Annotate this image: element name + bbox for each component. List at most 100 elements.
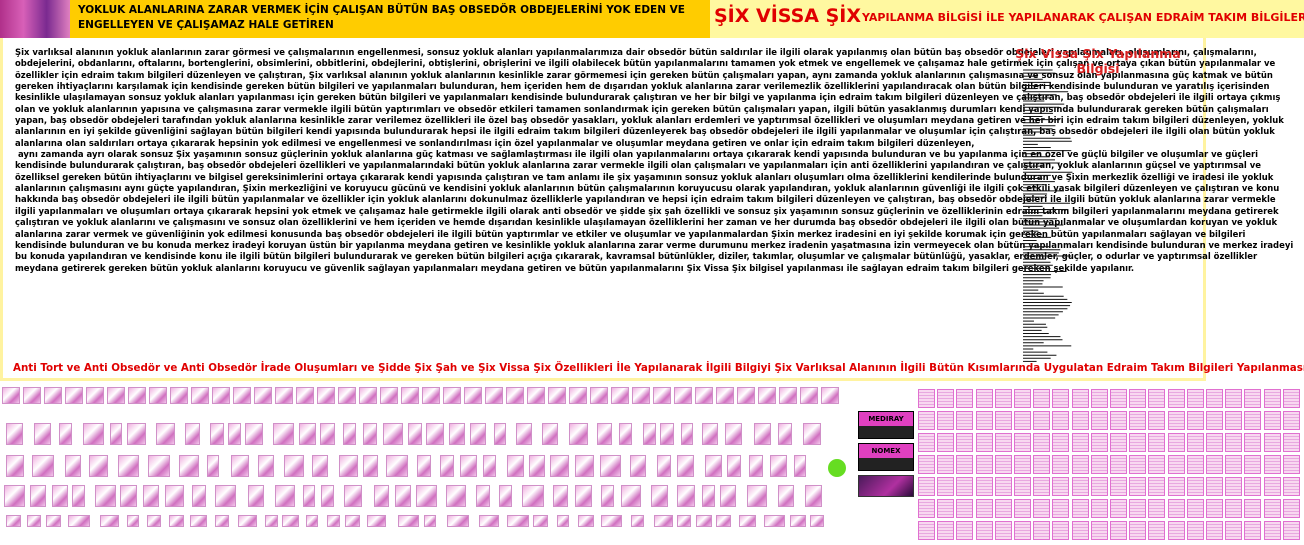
thumbnail <box>1052 477 1070 496</box>
thumbnail <box>1052 521 1070 540</box>
thumbnail <box>1206 411 1223 430</box>
thumbnail <box>1090 477 1108 496</box>
thumbnail <box>1244 433 1262 452</box>
thumbnail <box>443 387 461 404</box>
thumbnail <box>383 423 404 445</box>
thumbnail <box>264 515 278 527</box>
thumbnail <box>1071 389 1089 408</box>
thumbnail <box>1225 499 1243 518</box>
thumbnail <box>59 423 73 445</box>
thumbnail <box>128 387 146 404</box>
thumbnail <box>975 433 993 452</box>
body-text: Şix varlıksal alanının yokluk alanlarını… <box>15 47 1298 274</box>
thumbnail <box>937 521 955 540</box>
thumbnail <box>1071 477 1089 496</box>
thumbnail <box>994 455 1012 474</box>
thumbnail <box>1014 499 1031 518</box>
thumbnail <box>395 485 411 507</box>
thumbnail <box>1186 433 1204 452</box>
thumbnail <box>704 455 723 477</box>
thumbnail <box>1167 411 1185 430</box>
thumbnail <box>975 389 993 408</box>
thumbnail <box>1129 411 1147 430</box>
thumbnail <box>748 455 764 477</box>
thumbnail <box>1225 433 1243 452</box>
header-right: ŞİX VİSSA ŞİX YAPILANMA BİLGİSİ İLE YAPI… <box>710 0 1304 38</box>
thumbnail <box>802 423 822 445</box>
thumbnail <box>727 455 741 477</box>
thumbnail <box>956 521 974 540</box>
thumbnail <box>33 423 52 445</box>
thumbnail <box>422 387 440 404</box>
thumbnail <box>507 455 525 477</box>
thumbnail <box>68 515 90 527</box>
thumbnail <box>994 477 1012 496</box>
thumbnail <box>1129 521 1147 540</box>
thumbnail <box>810 515 824 527</box>
thumbnail <box>1110 477 1127 496</box>
thumbnail <box>215 485 237 507</box>
thumbnail <box>794 455 807 477</box>
thumbnail <box>696 515 712 527</box>
thumbnail <box>600 485 614 507</box>
smiley-icon <box>828 459 846 477</box>
thumbnail <box>858 475 914 497</box>
thumbnail <box>590 387 608 404</box>
thumbnail <box>1167 521 1185 540</box>
thumbnail <box>918 433 935 452</box>
thumbnail <box>1167 389 1185 408</box>
thumbnail <box>1148 477 1166 496</box>
thumbnail <box>299 423 316 445</box>
thumbnail <box>483 455 496 477</box>
thumbnail <box>1282 411 1300 430</box>
thumbnail <box>975 455 993 474</box>
thumbnail <box>653 387 671 404</box>
paragraph: Şix varlıksal alanının yokluk alanlarını… <box>15 47 1284 148</box>
thumbnail <box>1186 389 1204 408</box>
thumbnail <box>1110 521 1127 540</box>
thumbnail <box>275 387 293 404</box>
thumbnail <box>1129 389 1147 408</box>
header-title: ŞİX VİSSA ŞİX <box>714 5 862 27</box>
thumbnail <box>1071 411 1089 430</box>
badge: NOMEX <box>858 443 914 471</box>
thumbnail <box>1186 521 1204 540</box>
thumbnail <box>821 387 839 404</box>
thumbnail <box>1014 389 1031 408</box>
thumbnail <box>1148 521 1166 540</box>
thumbnail <box>651 485 669 507</box>
thumbnail <box>956 433 974 452</box>
thumbnail <box>660 423 675 445</box>
thumbnail <box>88 455 108 477</box>
thumbnail <box>311 455 329 477</box>
thumbnail <box>507 515 529 527</box>
paragraph: aynı zamanda ayrı olarak sonsuz Şix yaşa… <box>15 149 1294 273</box>
thumbnail <box>82 423 104 445</box>
thumbnail <box>238 515 257 527</box>
thumbnail <box>1225 521 1243 540</box>
badge: MEDIRAY <box>858 411 914 439</box>
thumbnail-area: MEDIRAY NOMEX <box>0 381 1304 545</box>
thumbnail <box>283 455 304 477</box>
thumbnail <box>1090 389 1108 408</box>
thumbnail <box>5 455 25 477</box>
thumbnail <box>994 433 1012 452</box>
thumbnail <box>1033 477 1051 496</box>
thumbnail <box>1148 433 1166 452</box>
thumbnail <box>1052 389 1070 408</box>
thumbnail <box>701 485 715 507</box>
thumbnail <box>1263 499 1281 518</box>
thumbnail <box>147 515 161 527</box>
thumbnail <box>1090 499 1108 518</box>
thumbnail <box>191 387 209 404</box>
thumbnail <box>247 485 264 507</box>
thumbnail <box>192 485 207 507</box>
thumbnail <box>155 423 175 445</box>
thumbnail <box>1033 411 1051 430</box>
thumbnail <box>674 387 692 404</box>
thumbnail <box>956 411 974 430</box>
thumbnail <box>45 515 62 527</box>
thumbnail <box>937 411 955 430</box>
thumbnail <box>32 455 54 477</box>
